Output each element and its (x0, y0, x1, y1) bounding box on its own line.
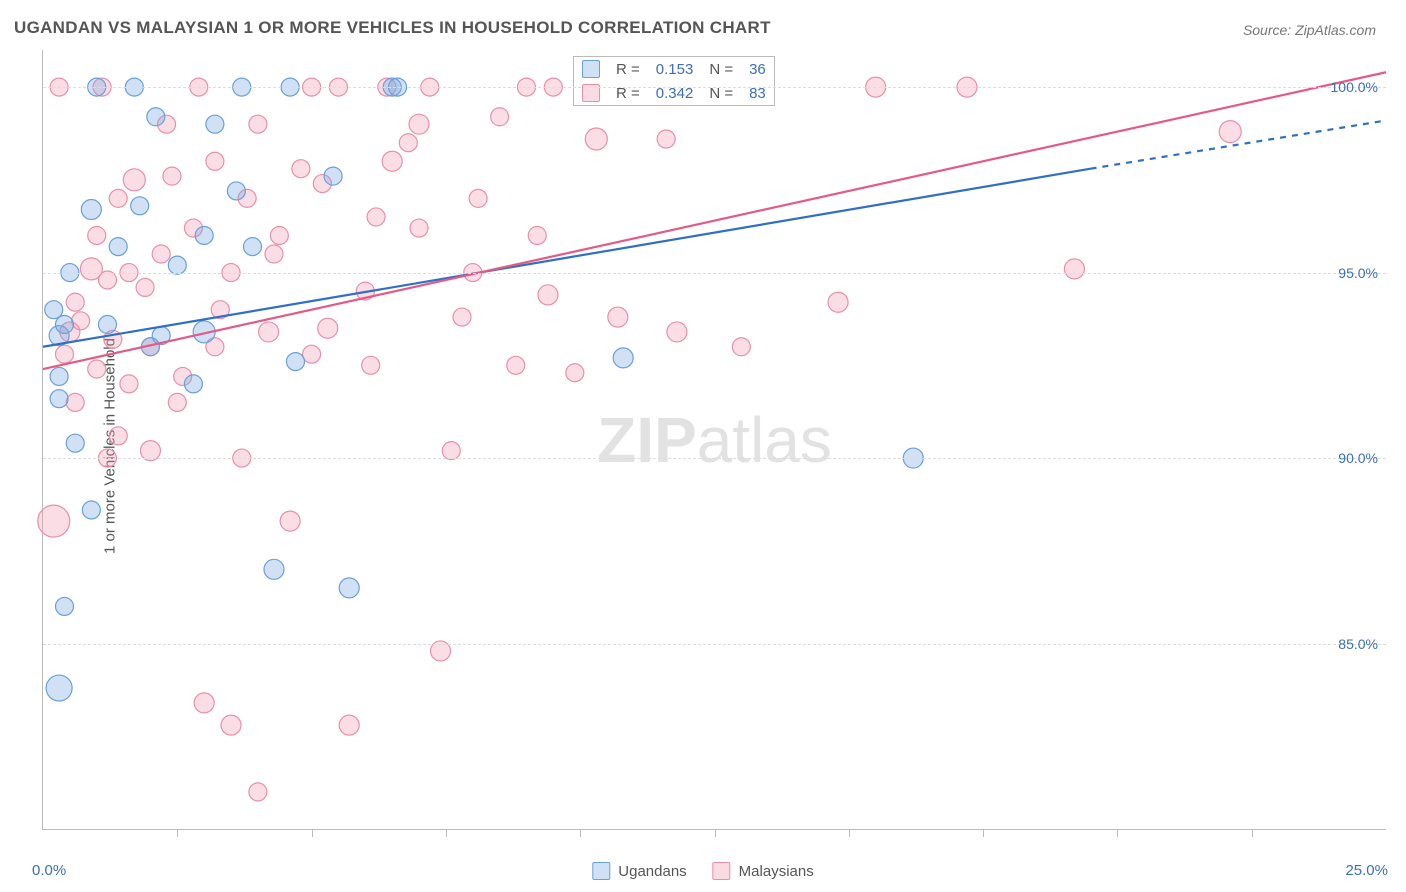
square-icon (592, 862, 610, 880)
source-attribution: Source: ZipAtlas.com (1243, 22, 1376, 38)
x-axis-row: 0.0% Ugandans Malaysians 25.0% (0, 862, 1406, 886)
y-tick-label: 90.0% (1338, 450, 1378, 466)
n-value-blue: 36 (741, 57, 774, 81)
legend-item-blue: Ugandans (592, 862, 686, 880)
legend-row-blue: R = 0.153 N = 36 (574, 57, 774, 81)
legend-label-pink: Malaysians (739, 863, 814, 880)
y-tick-label: 85.0% (1338, 636, 1378, 652)
y-tick-label: 100.0% (1331, 79, 1378, 95)
x-axis-max-label: 25.0% (1345, 862, 1388, 879)
square-icon (582, 60, 600, 78)
n-label: N = (701, 81, 741, 105)
legend-item-pink: Malaysians (713, 862, 814, 880)
x-axis-min-label: 0.0% (32, 862, 66, 879)
series-legend: Ugandans Malaysians (592, 862, 813, 880)
legend-label-blue: Ugandans (618, 863, 686, 880)
chart-container: UGANDAN VS MALAYSIAN 1 OR MORE VEHICLES … (0, 0, 1406, 892)
r-label: R = (608, 81, 648, 105)
square-icon (713, 862, 731, 880)
n-label: N = (701, 57, 741, 81)
correlation-legend: R = 0.153 N = 36 R = 0.342 N = 83 (573, 56, 775, 106)
scatter-plot-svg (43, 50, 1386, 829)
plot-area: ZIPatlas R = 0.153 N = 36 R = 0.342 N = … (42, 50, 1386, 830)
r-label: R = (608, 57, 648, 81)
r-value-pink: 0.342 (648, 81, 702, 105)
n-value-pink: 83 (741, 81, 774, 105)
y-tick-label: 95.0% (1338, 265, 1378, 281)
chart-title: UGANDAN VS MALAYSIAN 1 OR MORE VEHICLES … (14, 18, 771, 38)
legend-row-pink: R = 0.342 N = 83 (574, 81, 774, 105)
r-value-blue: 0.153 (648, 57, 702, 81)
